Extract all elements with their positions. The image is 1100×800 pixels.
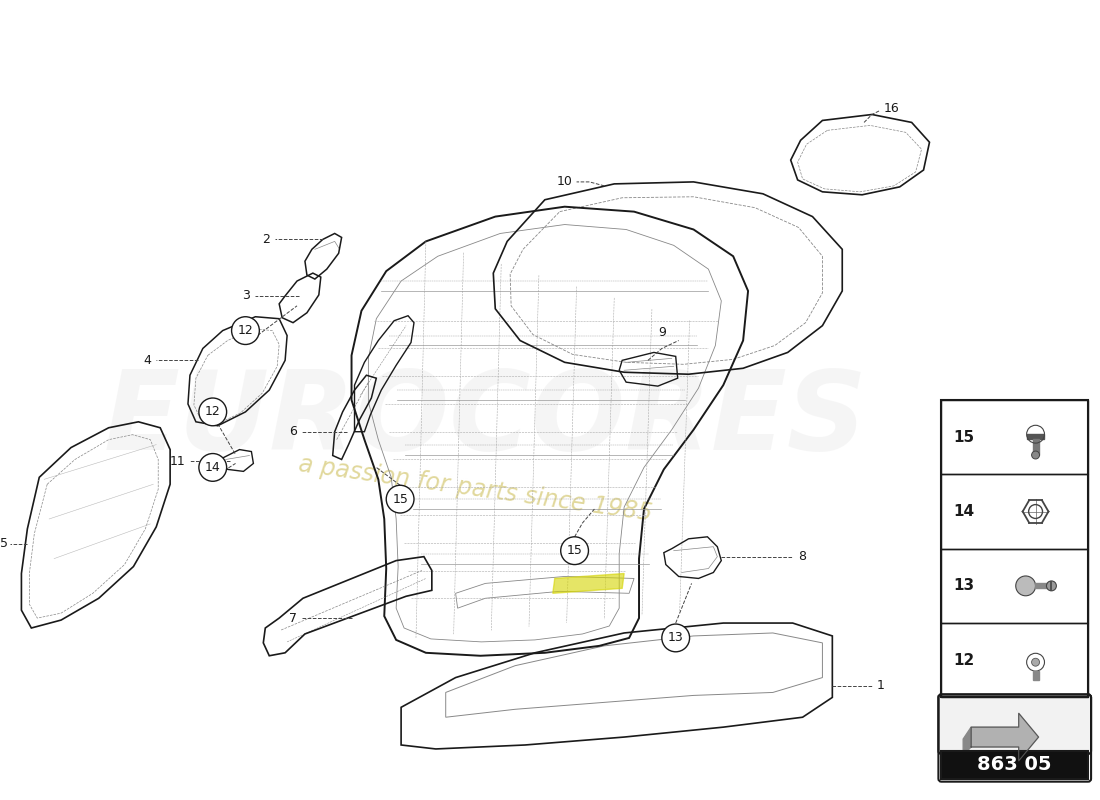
Text: 14: 14 bbox=[205, 461, 221, 474]
Polygon shape bbox=[1026, 434, 1045, 439]
Bar bbox=[942, 400, 1088, 474]
Text: 15: 15 bbox=[393, 493, 408, 506]
Text: 3: 3 bbox=[242, 290, 251, 302]
Circle shape bbox=[1032, 658, 1040, 666]
Circle shape bbox=[561, 537, 588, 565]
Text: EUROCORES: EUROCORES bbox=[103, 366, 867, 474]
Text: 1: 1 bbox=[877, 679, 884, 692]
Text: 11: 11 bbox=[169, 455, 185, 468]
Text: 13: 13 bbox=[668, 631, 683, 645]
Polygon shape bbox=[553, 574, 624, 594]
Text: 2: 2 bbox=[263, 233, 271, 246]
Text: 12: 12 bbox=[238, 324, 253, 337]
Circle shape bbox=[662, 624, 690, 652]
Circle shape bbox=[199, 454, 227, 482]
Text: 9: 9 bbox=[658, 326, 666, 339]
Text: 10: 10 bbox=[557, 175, 573, 189]
Text: 8: 8 bbox=[798, 550, 805, 563]
Text: 15: 15 bbox=[954, 430, 975, 445]
Text: 7: 7 bbox=[289, 611, 297, 625]
Polygon shape bbox=[964, 727, 971, 755]
Text: 14: 14 bbox=[954, 504, 975, 519]
Polygon shape bbox=[1035, 583, 1052, 588]
Circle shape bbox=[232, 317, 260, 345]
Text: 15: 15 bbox=[566, 544, 583, 557]
Text: 12: 12 bbox=[205, 406, 221, 418]
Bar bbox=[942, 549, 1088, 623]
Circle shape bbox=[1046, 581, 1056, 591]
Text: 13: 13 bbox=[954, 578, 975, 594]
Bar bbox=[942, 474, 1088, 549]
Circle shape bbox=[386, 486, 414, 513]
FancyBboxPatch shape bbox=[938, 694, 1091, 754]
Polygon shape bbox=[1033, 671, 1038, 680]
Bar bbox=[942, 623, 1088, 698]
Circle shape bbox=[1032, 451, 1040, 459]
Circle shape bbox=[199, 398, 227, 426]
Polygon shape bbox=[971, 714, 1038, 761]
Text: 4: 4 bbox=[143, 354, 152, 367]
Text: 6: 6 bbox=[289, 426, 297, 438]
Text: a passion for parts since 1985: a passion for parts since 1985 bbox=[297, 453, 653, 526]
Circle shape bbox=[1015, 576, 1035, 596]
Text: 12: 12 bbox=[954, 653, 975, 668]
Text: 5: 5 bbox=[0, 538, 8, 550]
Text: 16: 16 bbox=[884, 102, 900, 115]
Bar bbox=[942, 400, 1088, 698]
Bar bbox=[942, 751, 1088, 778]
Text: 863 05: 863 05 bbox=[978, 755, 1052, 774]
Polygon shape bbox=[1033, 439, 1038, 455]
